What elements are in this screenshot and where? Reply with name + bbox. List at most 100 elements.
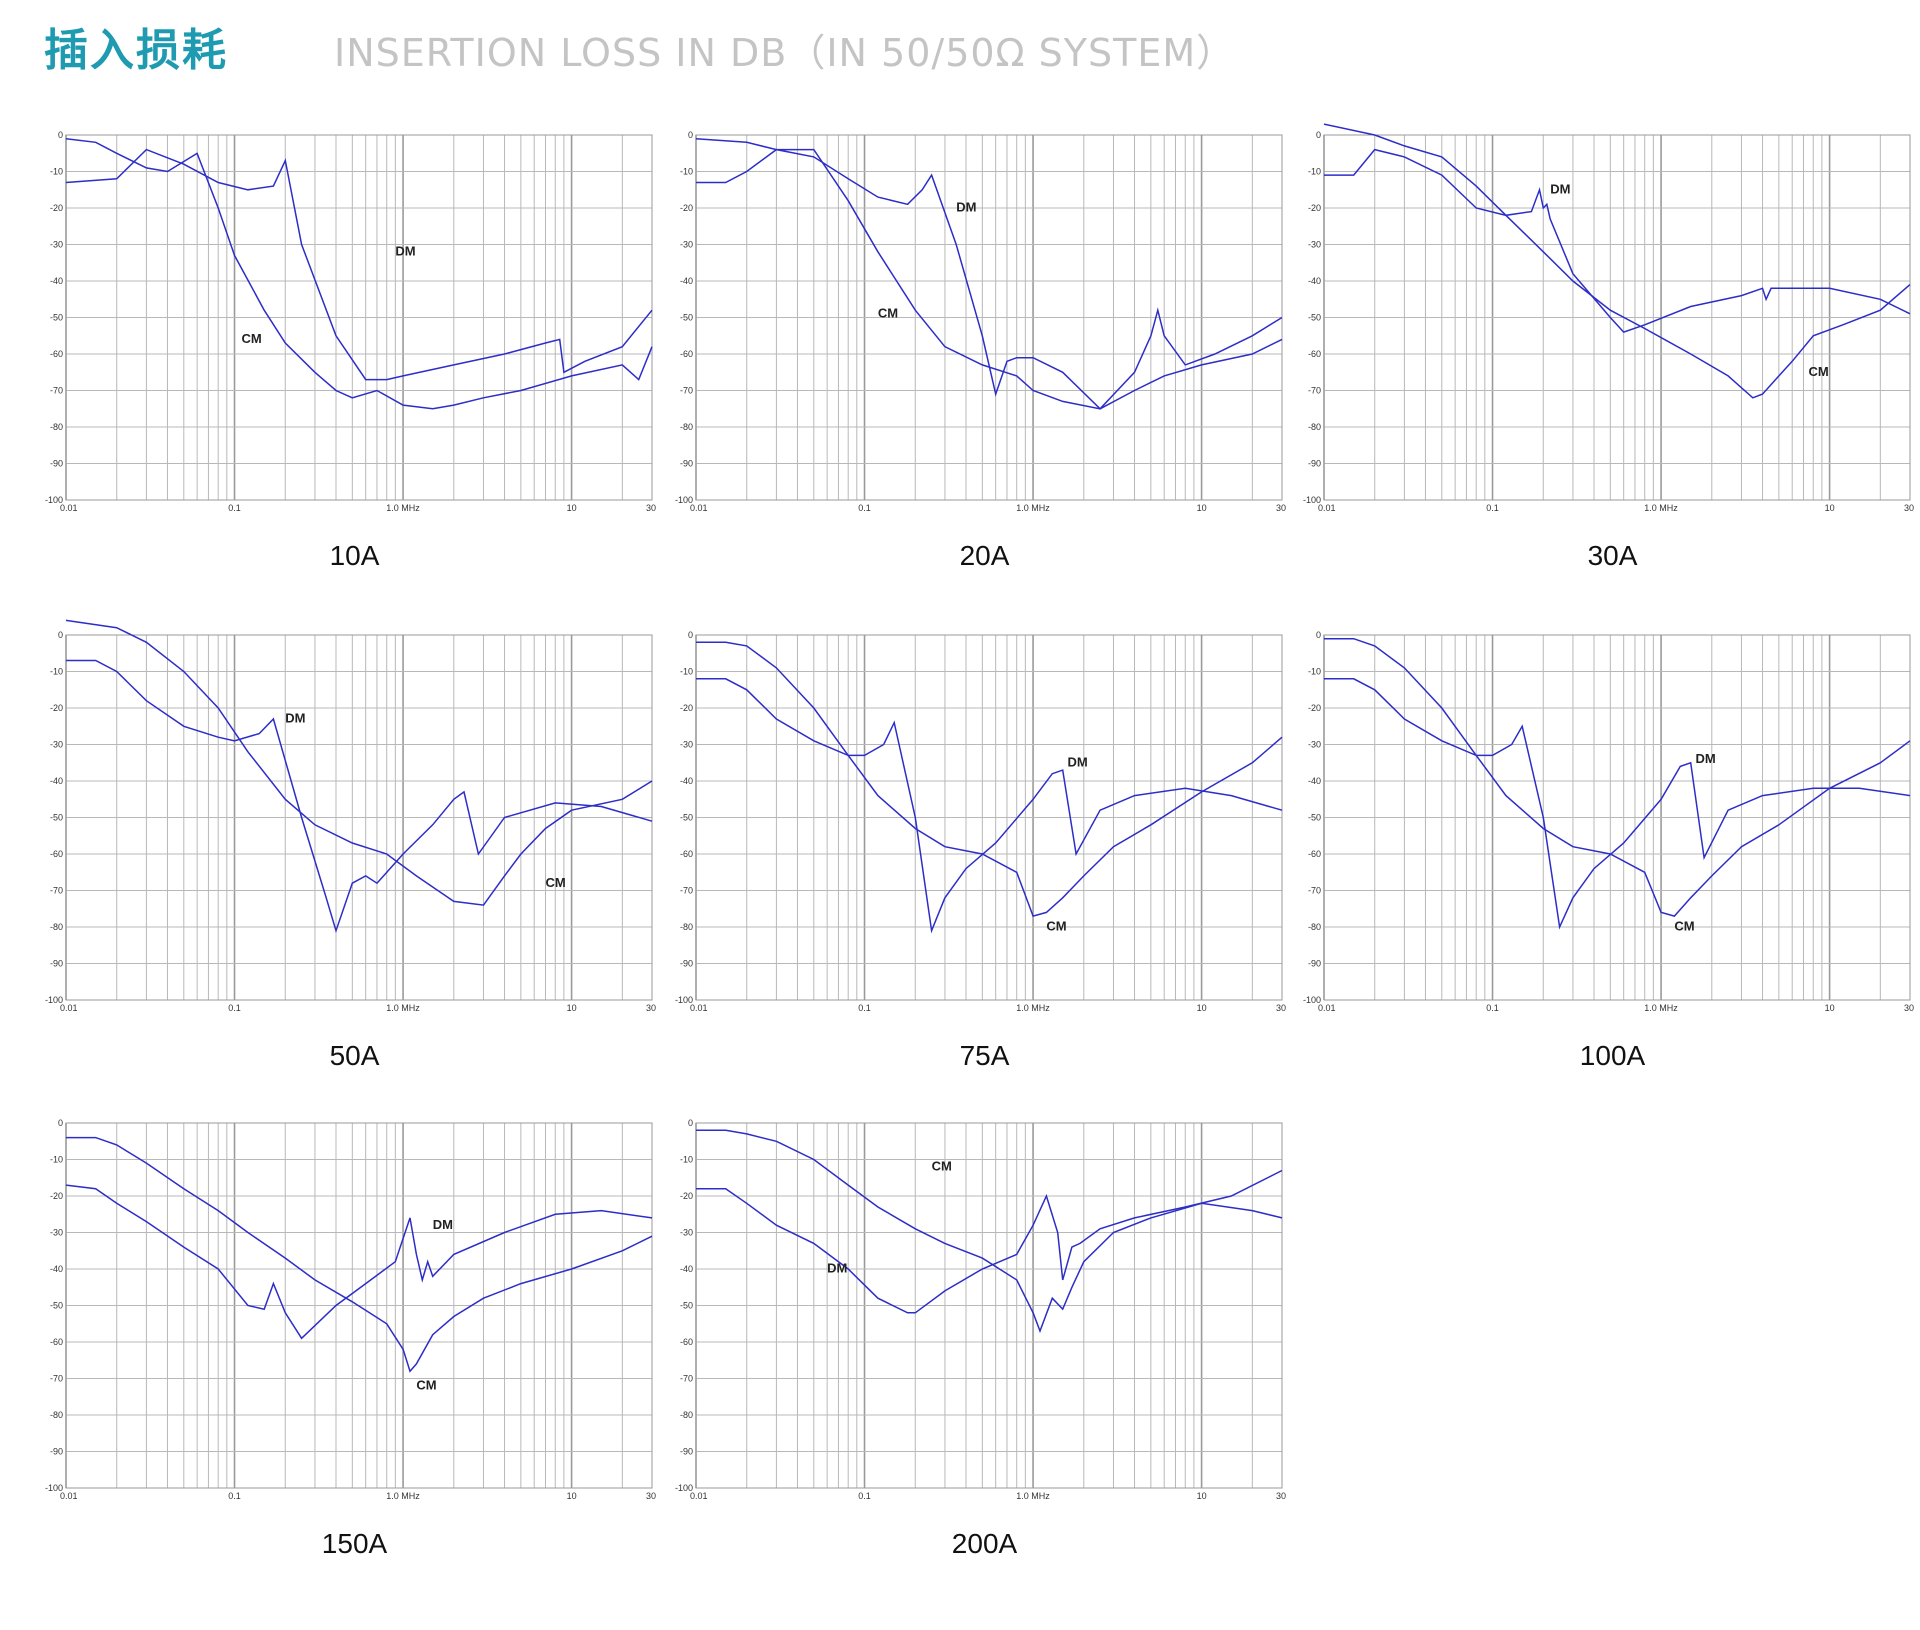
series-annotation-cm: CM: [545, 875, 565, 890]
y-tick-label: -30: [680, 740, 693, 750]
y-tick-label: -40: [1308, 276, 1321, 286]
y-tick-label: -40: [680, 776, 693, 786]
y-tick-label: -80: [50, 1410, 63, 1420]
y-tick-label: -60: [1308, 349, 1321, 359]
x-tick-label: 0.01: [690, 1003, 708, 1013]
grid: [65, 1122, 653, 1489]
y-tick-label: -100: [45, 995, 63, 1005]
page-header: 插入损耗 INSERTION LOSS IN DB（IN 50/50Ω SYST…: [44, 8, 1844, 78]
x-tick-label: 0.1: [858, 1003, 871, 1013]
x-tick-label: 0.1: [228, 1003, 241, 1013]
chart-caption: 10A: [329, 540, 380, 571]
x-tick-label: 0.01: [60, 503, 78, 513]
y-tick-label: -70: [1308, 886, 1321, 896]
y-tick-label: 0: [58, 130, 63, 140]
x-tick-label: 0.01: [60, 1491, 78, 1501]
y-tick-label: -70: [680, 886, 693, 896]
grid: [695, 1122, 1283, 1489]
y-tick-label: 0: [688, 630, 693, 640]
y-tick-label: -90: [1308, 459, 1321, 469]
y-tick-label: 0: [58, 630, 63, 640]
series-line-dm: [1324, 678, 1911, 930]
y-tick-label: -100: [675, 1483, 693, 1493]
y-tick-label: -60: [680, 849, 693, 859]
x-tick-label: 1.0 MHz: [386, 1491, 420, 1501]
y-tick-label: -80: [1308, 922, 1321, 932]
series-annotation-dm: DM: [1067, 754, 1087, 769]
y-tick-label: -90: [680, 959, 693, 969]
x-tick-label: 0.01: [60, 1003, 78, 1013]
plot-frame: [65, 134, 653, 501]
y-tick-label: -60: [50, 1337, 63, 1347]
y-tick-label: -20: [50, 703, 63, 713]
chart-panel-10a: 0 -10 -20 -30 -40 -50 -60 -70 -80 -90 -100 0.01 0.1 1…: [42, 125, 667, 595]
series-line-dm: [696, 678, 1283, 934]
y-tick-label: 0: [688, 1118, 693, 1128]
chart-caption: 75A: [959, 1040, 1010, 1071]
y-tick-label: -50: [1308, 313, 1321, 323]
y-tick-label: -10: [680, 1155, 693, 1165]
y-tick-label: -90: [50, 1447, 63, 1457]
series-line-dm: [696, 1169, 1283, 1314]
y-tick-label: -70: [50, 1374, 63, 1384]
y-tick-label: -30: [50, 740, 63, 750]
y-tick-label: -90: [680, 1447, 693, 1457]
y-tick-label: -70: [50, 886, 63, 896]
chart-panel-20a: 0 -10 -20 -30 -40 -50 -60 -70 -80 -90 -100 0.01 0.1 1…: [672, 125, 1297, 595]
y-tick-label: -100: [45, 1483, 63, 1493]
y-tick-label: -80: [50, 422, 63, 432]
series-line-cm: [696, 1129, 1283, 1334]
plot-frame: [1323, 134, 1911, 501]
y-tick-label: 0: [1316, 630, 1321, 640]
series-annotation-dm: DM: [1695, 751, 1715, 766]
chart-panel-30a: 0 -10 -20 -30 -40 -50 -60 -70 -80 -90 -100 0.01 0.1 1…: [1300, 123, 1920, 595]
x-tick-label: 10: [1197, 503, 1207, 513]
series-annotation-dm: DM: [827, 1261, 847, 1276]
series-line-dm: [66, 659, 653, 934]
x-tick-label: 0.1: [1486, 1003, 1499, 1013]
y-tick-label: -40: [50, 776, 63, 786]
series-annotation-cm: CM: [1046, 919, 1066, 934]
series-annotation-dm: DM: [956, 200, 976, 215]
y-tick-label: -50: [680, 1301, 693, 1311]
y-tick-label: -20: [680, 1191, 693, 1201]
page-subtitle: INSERTION LOSS IN DB（IN 50/50Ω SYSTEM）: [334, 31, 1236, 75]
x-tick-label: 30: [646, 1003, 656, 1013]
series-line-cm: [1323, 123, 1911, 399]
y-tick-label: -40: [1308, 776, 1321, 786]
y-tick-label: -60: [680, 349, 693, 359]
y-tick-label: -100: [45, 495, 63, 505]
x-tick-label: 0.01: [1318, 503, 1336, 513]
series-annotation-dm: DM: [1550, 181, 1570, 196]
grid: [65, 634, 653, 1001]
y-tick-label: -40: [50, 276, 63, 286]
y-tick-label: -20: [50, 203, 63, 213]
x-tick-label: 10: [1825, 1003, 1835, 1013]
x-tick-label: 0.01: [690, 1491, 708, 1501]
y-tick-label: -10: [1308, 667, 1321, 677]
series-line-cm: [1324, 637, 1911, 917]
chart-panel-200a: 0 -10 -20 -30 -40 -50 -60 -70 -80 -90 -100 0.01 0.1 1…: [672, 1113, 1297, 1583]
plot-frame: [65, 634, 653, 1001]
y-tick-label: 0: [1316, 130, 1321, 140]
y-tick-label: -90: [1308, 959, 1321, 969]
chart-caption: 20A: [959, 540, 1010, 571]
x-tick-label: 0.1: [858, 503, 871, 513]
y-tick-label: -90: [50, 959, 63, 969]
x-tick-label: 10: [1197, 1003, 1207, 1013]
grid: [695, 634, 1283, 1001]
y-tick-label: -50: [50, 313, 63, 323]
y-tick-label: -30: [50, 240, 63, 250]
series-line-cm: [695, 137, 1283, 410]
y-tick-label: -70: [1308, 386, 1321, 396]
chart-panel-100a: 0 -10 -20 -30 -40 -50 -60 -70 -80 -90 -100 0.01 0.1 1…: [1300, 625, 1920, 1095]
chart-caption: 200A: [951, 1528, 1018, 1559]
y-tick-label: -30: [1308, 240, 1321, 250]
y-tick-label: -60: [50, 849, 63, 859]
y-tick-label: -10: [1308, 167, 1321, 177]
